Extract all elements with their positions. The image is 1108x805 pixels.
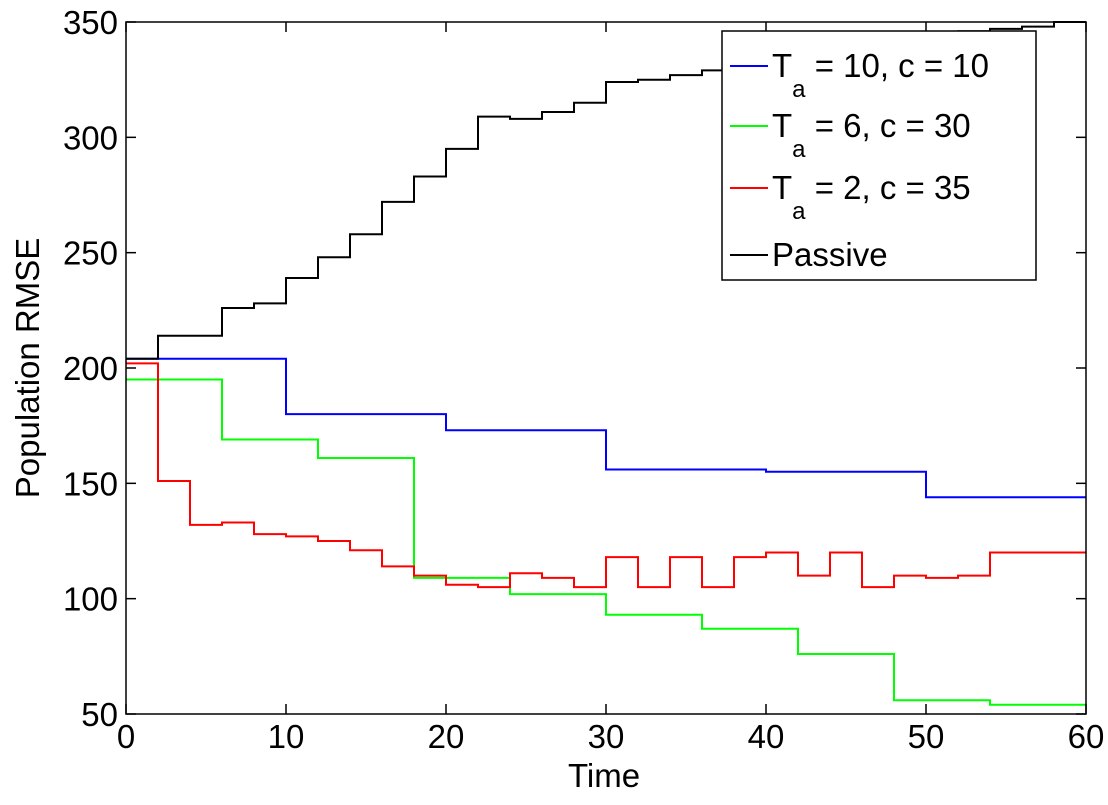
series-line-3 [126, 362, 1086, 589]
series-line-1 [126, 357, 1086, 499]
legend-label-3: Ta = 2, c = 35 [772, 169, 971, 225]
ticks-layer: 0 10 20 30 40 50 60 50 100 150 200 250 300 350 [63, 4, 1104, 755]
x-tick-label: 20 [428, 718, 465, 755]
x-tick-label: 30 [588, 718, 625, 755]
legend-label-1: Ta = 10, c = 10 [772, 47, 989, 103]
y-tick-label: 300 [63, 119, 118, 156]
y-tick-label: 200 [63, 350, 118, 387]
y-axis-title: Population RMSE [9, 238, 46, 498]
legend-label-4: Passive [772, 236, 888, 273]
x-tick-label: 10 [268, 718, 305, 755]
series-layer [126, 21, 1086, 706]
x-tick-label: 0 [117, 718, 135, 755]
y-tick-label: 50 [81, 696, 118, 733]
series-line-2 [126, 378, 1086, 706]
x-tick-label: 40 [748, 718, 785, 755]
x-tick-label: 60 [1068, 718, 1105, 755]
x-tick-label: 50 [908, 718, 945, 755]
y-tick-label: 250 [63, 235, 118, 272]
y-tick-label: 100 [63, 581, 118, 618]
x-axis-title: Time [568, 757, 640, 794]
y-tick-label: 350 [63, 4, 118, 41]
legend-label-2: Ta = 6, c = 30 [772, 107, 971, 163]
legend-box [721, 30, 1037, 281]
y-tick-label: 150 [63, 465, 118, 502]
